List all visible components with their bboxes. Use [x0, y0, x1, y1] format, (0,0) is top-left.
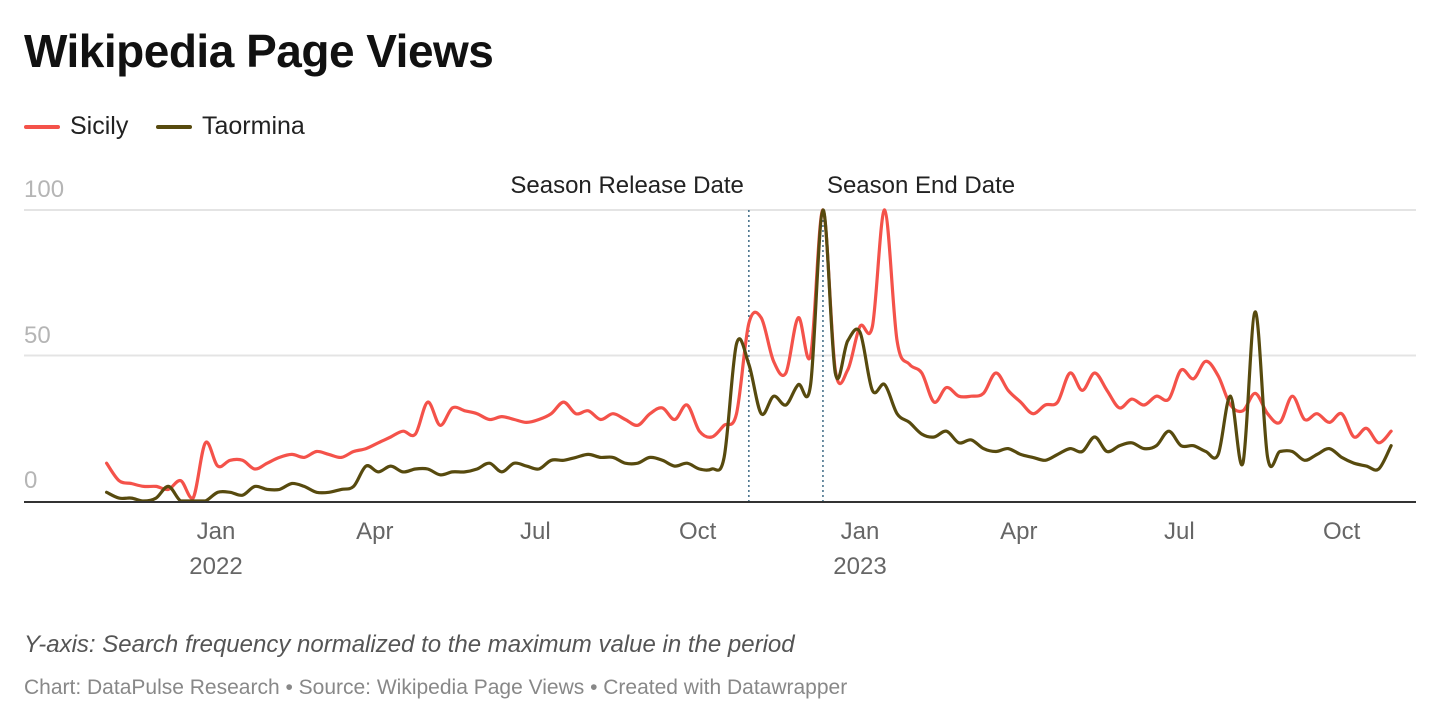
y-tick-label: 100 — [24, 176, 65, 203]
x-tick-label: Apr — [356, 518, 394, 545]
source-credit: Chart: DataPulse Research • Source: Wiki… — [24, 676, 848, 699]
legend-item-sicily: Sicily — [24, 112, 128, 141]
legend-item-taormina: Taormina — [156, 112, 305, 141]
annotation-label: Season Release Date — [510, 172, 744, 199]
x-tick-year: 2022 — [189, 553, 243, 580]
axis-note: Y-axis: Search frequency normalized to t… — [24, 631, 795, 658]
x-tick-label: Jan — [840, 518, 880, 545]
legend-label: Taormina — [202, 112, 305, 140]
x-tick-label: Oct — [1323, 518, 1361, 545]
x-tick-label: Apr — [1000, 518, 1038, 545]
x-tick-label: Oct — [679, 518, 717, 545]
x-tick-label: Jul — [520, 518, 551, 545]
y-tick-label: 0 — [24, 467, 38, 494]
legend-swatch-taormina — [156, 124, 192, 129]
x-tick-label: Jul — [1164, 518, 1195, 545]
series-line-sicily — [105, 208, 1393, 500]
series-line-taormina — [105, 208, 1393, 503]
legend-label: Sicily — [70, 112, 129, 140]
chart-title: Wikipedia Page Views — [24, 25, 494, 77]
y-tick-label: 50 — [24, 321, 51, 349]
legend-swatch-sicily — [24, 124, 60, 129]
x-tick-year: 2023 — [833, 553, 887, 580]
annotation-label: Season End Date — [826, 172, 1016, 199]
x-tick-label: Jan — [196, 518, 236, 545]
